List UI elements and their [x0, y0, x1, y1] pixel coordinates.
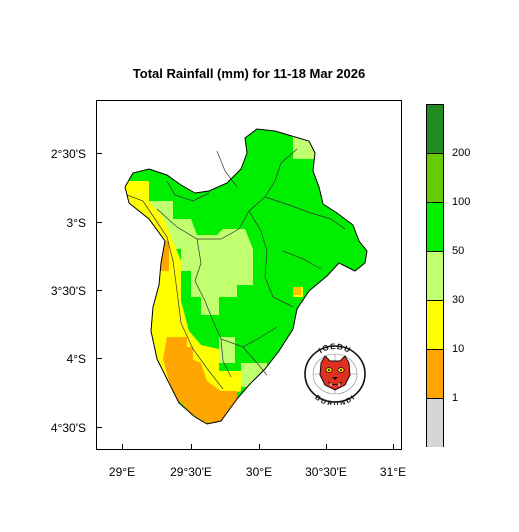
y-tick-4s — [96, 358, 102, 359]
legend-label-50: 50 — [452, 245, 465, 257]
x-label-29e: 29°E — [108, 465, 136, 479]
x-label-31e: 31°E — [379, 465, 407, 479]
x-tick-29-30e — [191, 444, 192, 450]
legend-separator — [427, 251, 443, 252]
legend-bin-10-30 — [427, 300, 443, 349]
region-central-plateau-south — [219, 337, 235, 363]
igebu-logo: IGEBU BURUNDI — [304, 343, 366, 405]
y-label-2-30s: 2°30'S — [50, 147, 86, 161]
legend-bin-1-10 — [427, 349, 443, 398]
legend-separator — [427, 349, 443, 350]
logo-text-top: IGEBU — [317, 343, 353, 355]
y-tick-2-30s — [96, 153, 102, 154]
x-tick-29e — [122, 444, 123, 450]
x-label-30e: 30°E — [245, 465, 273, 479]
legend-separator — [427, 300, 443, 301]
x-tick-30e — [259, 444, 260, 450]
x-label-29-30e: 29°30'E — [170, 465, 212, 479]
x-label-30-30e: 30°30'E — [305, 465, 347, 479]
y-label-4s: 4°S — [66, 352, 86, 366]
region-central-plateau-north — [293, 137, 315, 159]
y-label-3s: 3°S — [66, 216, 86, 230]
legend-label-30: 30 — [452, 294, 465, 306]
legend-bin-gt200 — [427, 105, 443, 154]
province-boundaries — [126, 148, 346, 390]
legend-label-100: 100 — [452, 196, 471, 208]
legend-label-200: 200 — [452, 147, 471, 159]
y-tick-3s — [96, 222, 102, 223]
legend-separator — [427, 153, 443, 154]
rainfall-map — [124, 128, 368, 425]
x-tick-30-30e — [326, 444, 327, 450]
region-central-plateau-southeast — [241, 363, 267, 387]
region-low-rainfall-south-tip — [163, 337, 237, 423]
legend-colorbar — [426, 104, 444, 447]
legend-bin-100-200 — [427, 153, 443, 202]
y-tick-4-30s — [96, 427, 102, 428]
region-central-plateau — [149, 201, 253, 315]
region-low-rainfall-spot — [183, 347, 193, 361]
legend-label-10: 10 — [452, 343, 465, 355]
map-title: Total Rainfall (mm) for 11-18 Mar 2026 — [132, 66, 366, 81]
legend-bin-lt1 — [427, 398, 443, 447]
region-low-rainfall-south — [151, 241, 169, 271]
x-tick-31e — [393, 444, 394, 450]
legend-label-1: 1 — [452, 392, 459, 404]
legend-separator — [427, 202, 443, 203]
leopard-head-icon — [319, 355, 351, 391]
y-label-3-30s: 3°30'S — [50, 284, 86, 298]
legend-bin-30-50 — [427, 251, 443, 300]
y-label-4-30s: 4°30'S — [50, 421, 86, 435]
region-orange-spot-east — [293, 287, 301, 295]
legend-separator — [427, 398, 443, 399]
legend-bin-50-100 — [427, 202, 443, 251]
y-tick-3-30s — [96, 290, 102, 291]
map-frame — [96, 100, 402, 450]
